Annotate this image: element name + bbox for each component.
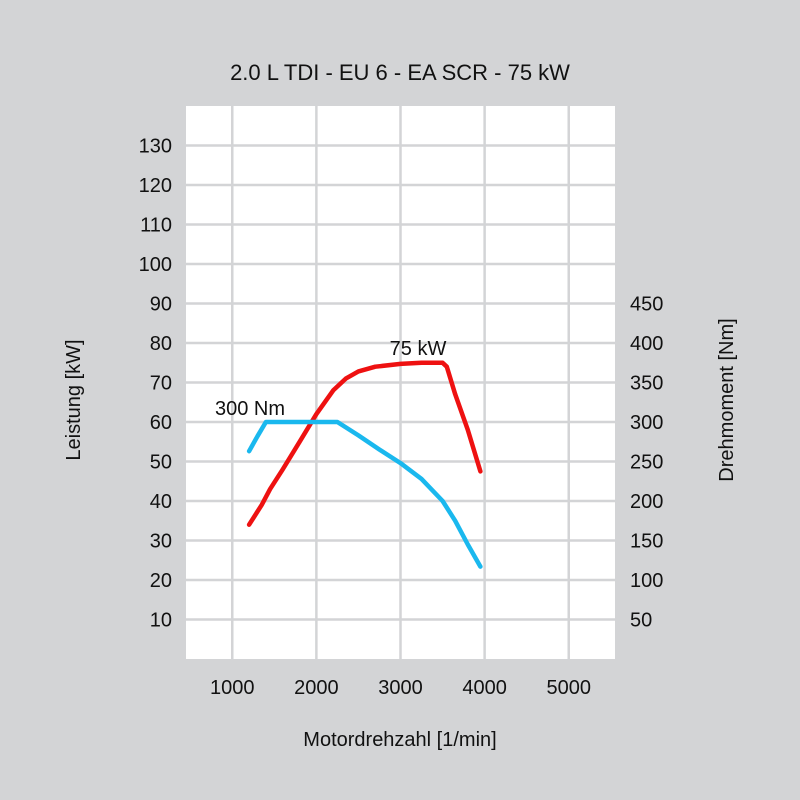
- y-axis-label-right: Drehmoment [Nm]: [716, 318, 738, 481]
- right-tick-label: 400: [630, 333, 663, 355]
- right-tick-label: 50: [630, 610, 652, 632]
- left-tick-label: 130: [139, 136, 172, 158]
- left-axis-ticks: 10 20 30 40 50 60 70 80 90 100 110 120 130: [139, 136, 172, 632]
- left-tick-label: 20: [150, 570, 172, 592]
- x-tick-label: 3000: [378, 677, 423, 699]
- left-tick-label: 40: [150, 491, 172, 513]
- left-tick-label: 100: [139, 254, 172, 276]
- left-tick-label: 110: [140, 215, 172, 237]
- right-tick-label: 350: [630, 373, 663, 395]
- left-tick-label: 70: [150, 373, 172, 395]
- x-tick-label: 5000: [546, 677, 591, 699]
- x-axis-label: Motordrehzahl [1/min]: [303, 729, 496, 751]
- right-tick-label: 250: [630, 452, 663, 474]
- left-tick-label: 80: [150, 333, 172, 355]
- x-axis-ticks: 1000 2000 3000 4000 5000: [210, 677, 591, 699]
- series-line-leistung: [246, 360, 483, 527]
- x-tick-label: 2000: [294, 677, 339, 699]
- right-tick-label: 300: [630, 412, 663, 434]
- left-tick-label: 50: [150, 452, 172, 474]
- left-tick-label: 30: [150, 531, 172, 553]
- x-tick-label: 4000: [462, 677, 507, 699]
- left-tick-label: 10: [150, 610, 172, 632]
- x-tick-label: 1000: [210, 677, 255, 699]
- right-tick-label: 450: [630, 294, 663, 316]
- right-tick-label: 150: [630, 531, 663, 553]
- right-tick-label: 200: [630, 491, 663, 513]
- y-axis-label-left: Leistung [kW]: [63, 339, 85, 460]
- grid: [186, 106, 615, 659]
- series-line-drehmoment: [246, 419, 483, 569]
- series-layer: [246, 360, 483, 569]
- right-axis-ticks: 50 100 150 200 250 300 350 400 450: [630, 294, 663, 632]
- left-tick-label: 90: [150, 294, 172, 316]
- power-peak-label: 75 kW: [390, 338, 447, 360]
- right-tick-label: 100: [630, 570, 663, 592]
- chart-title: 2.0 L TDI - EU 6 - EA SCR - 75 kW: [230, 60, 570, 85]
- torque-peak-label: 300 Nm: [215, 398, 285, 420]
- left-tick-label: 120: [139, 175, 172, 197]
- left-tick-label: 60: [150, 412, 172, 434]
